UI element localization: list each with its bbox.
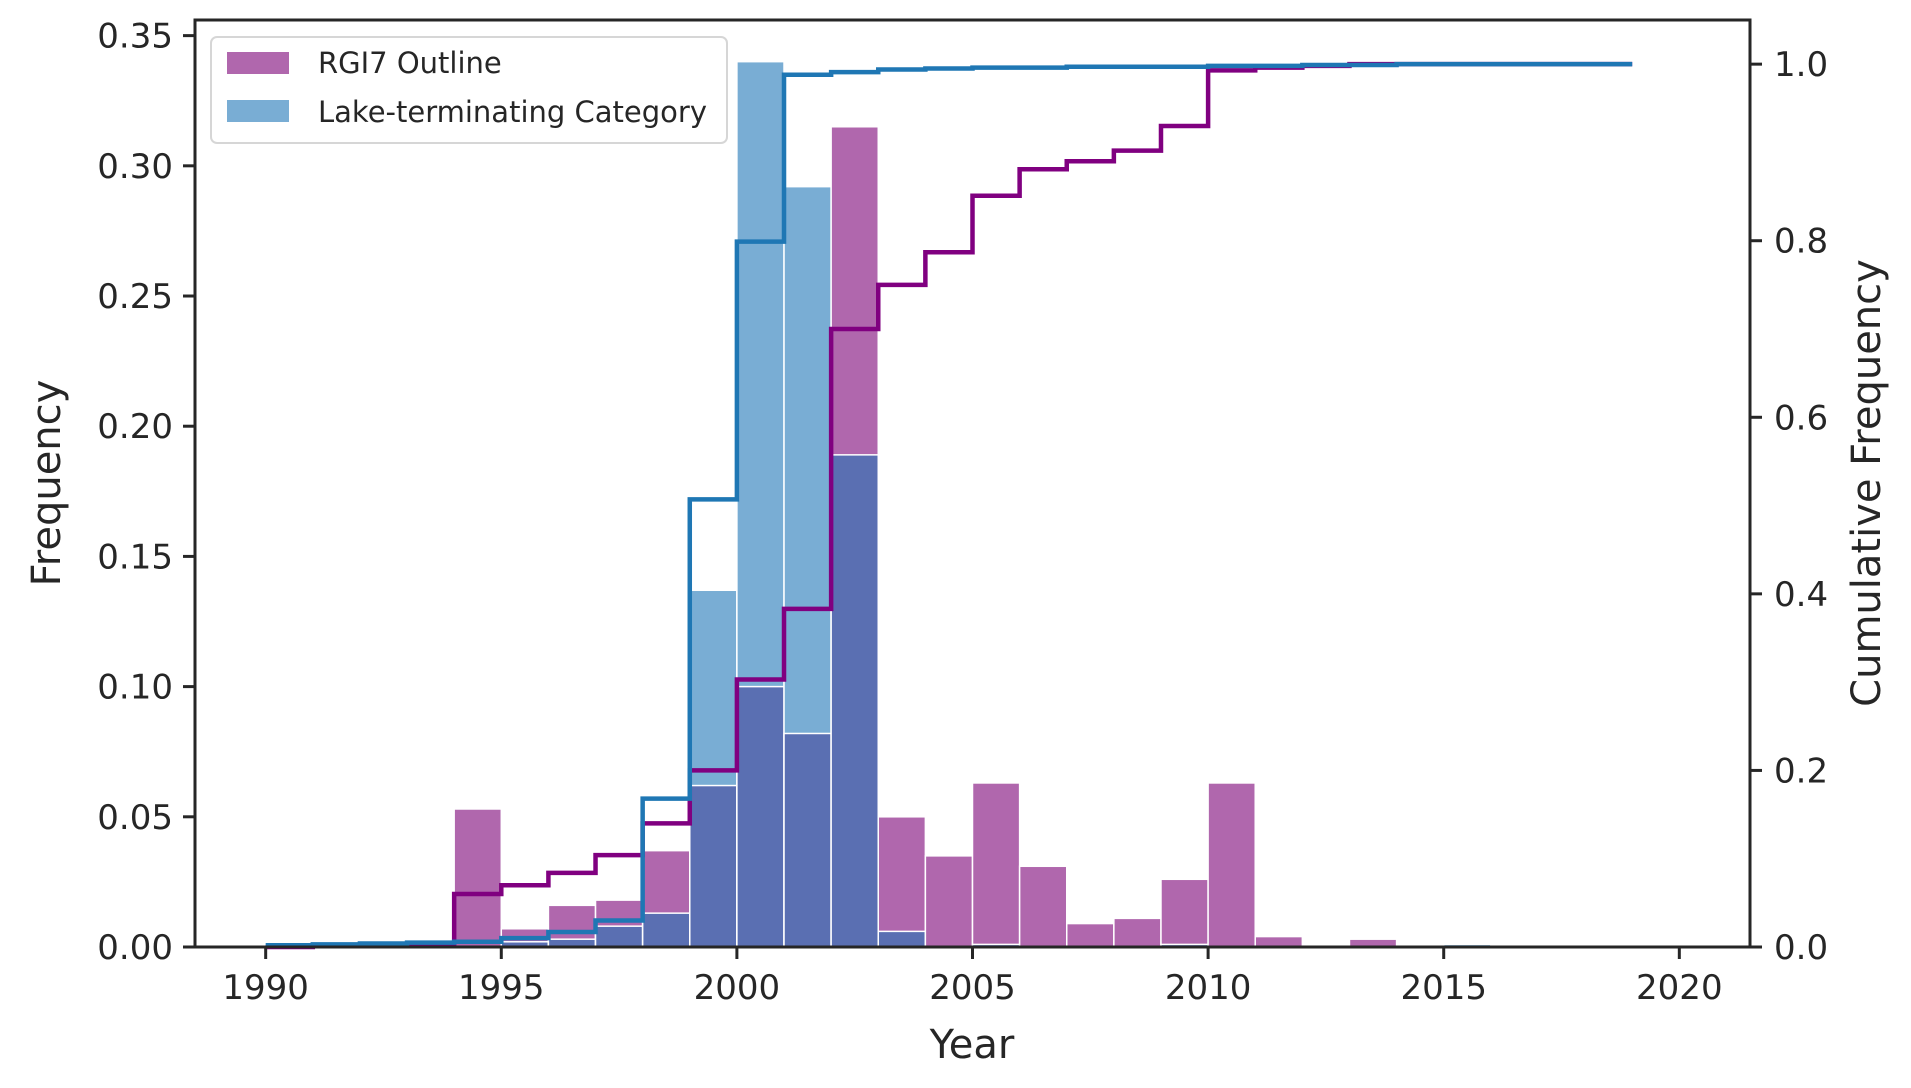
legend-swatch-lake bbox=[227, 100, 289, 122]
y2-tick-label: 1.0 bbox=[1774, 45, 1828, 85]
bar-rgi7-outline bbox=[1160, 878, 1209, 948]
bar-rgi7-outline bbox=[1018, 865, 1068, 948]
legend-label-rgi7: RGI7 Outline bbox=[318, 46, 502, 80]
bar-rgi7-outline bbox=[453, 808, 503, 948]
y2-tick-label: 0.6 bbox=[1774, 398, 1828, 438]
x-tick-label: 1995 bbox=[458, 968, 545, 1008]
x-tick-label: 2010 bbox=[1165, 968, 1252, 1008]
bar-rgi7-outline bbox=[1065, 922, 1115, 948]
y-tick-label: 0.00 bbox=[97, 928, 173, 968]
cumulative-line-lake-terminating bbox=[265, 61, 1633, 948]
bar-overlap bbox=[689, 784, 738, 948]
y2-tick-label: 0.4 bbox=[1774, 575, 1828, 615]
legend-swatch-rgi7 bbox=[227, 52, 289, 74]
y2-tick-label: 0.8 bbox=[1774, 222, 1828, 262]
y2-tick-label: 0.2 bbox=[1774, 751, 1828, 791]
legend-label-lake: Lake-terminating Category bbox=[318, 95, 707, 129]
y-tick-label: 0.15 bbox=[97, 537, 173, 577]
x-tick-label: 2005 bbox=[929, 968, 1016, 1008]
y2-axis-ticks: 0.0 0.2 0.4 0.6 0.8 1.0 bbox=[1750, 45, 1828, 968]
x-tick-label: 2015 bbox=[1400, 968, 1487, 1008]
x-axis-ticks: 1990 1995 2000 2005 2010 2015 2020 bbox=[222, 947, 1723, 1008]
bar-rgi7-outline bbox=[971, 782, 1021, 948]
legend: RGI7 Outline Lake-terminating Category bbox=[210, 36, 728, 144]
bar-overlap bbox=[736, 685, 785, 948]
bar-rgi7-outline bbox=[1113, 917, 1162, 948]
x-tick-label: 2020 bbox=[1636, 968, 1723, 1008]
bar-overlap bbox=[877, 930, 927, 948]
x-axis-label: Year bbox=[929, 1022, 1015, 1068]
y-tick-label: 0.05 bbox=[97, 798, 173, 838]
legend-frame bbox=[210, 36, 728, 144]
bar-overlap bbox=[830, 454, 880, 948]
bar-rgi7-outline bbox=[924, 855, 974, 948]
y2-axis-label: Cumulative Frequency bbox=[1844, 259, 1890, 707]
x-tick-label: 1990 bbox=[222, 968, 309, 1008]
bar-overlap bbox=[641, 912, 691, 948]
bar-rgi7-outline bbox=[1254, 935, 1304, 948]
y-tick-label: 0.25 bbox=[97, 277, 173, 317]
histogram-bars bbox=[312, 60, 1492, 948]
y-tick-label: 0.20 bbox=[97, 407, 173, 447]
y2-tick-label: 0.0 bbox=[1774, 928, 1828, 968]
bar-rgi7-outline bbox=[877, 816, 927, 948]
y-tick-label: 0.10 bbox=[97, 668, 173, 708]
y-axis-label: Frequency bbox=[24, 380, 70, 587]
bar-overlap bbox=[783, 732, 832, 948]
bar-overlap bbox=[594, 925, 644, 948]
x-tick-label: 2000 bbox=[694, 968, 781, 1008]
y-tick-label: 0.35 bbox=[97, 17, 173, 57]
bar-rgi7-outline bbox=[1207, 782, 1256, 948]
cumulative-lines bbox=[265, 61, 1633, 950]
y-tick-label: 0.30 bbox=[97, 147, 173, 187]
y-axis-ticks: 0.00 0.05 0.10 0.15 0.20 0.25 0.30 0.35 bbox=[97, 17, 195, 968]
